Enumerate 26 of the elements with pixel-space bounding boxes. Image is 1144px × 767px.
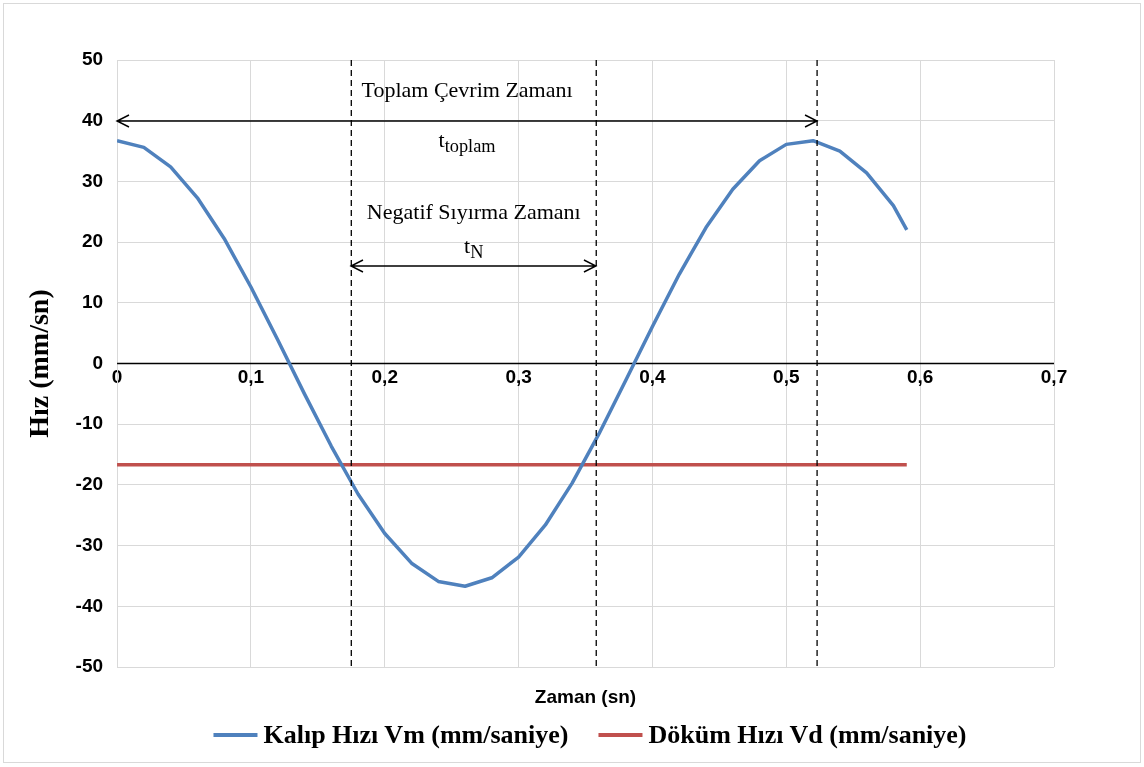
y-tick-label: -40 [75, 594, 104, 616]
y-tick-label: -50 [75, 655, 104, 677]
y-tick-label: 40 [81, 108, 104, 130]
y-tick-label: -30 [75, 533, 104, 555]
annotation: t$_{N}$ [464, 232, 484, 264]
y-tick-label: 20 [81, 230, 104, 252]
y-tick-label: 50 [81, 48, 104, 70]
x-axis-title: Zaman (sn) [534, 686, 637, 708]
x-tick-label: 0,1 [237, 366, 265, 388]
y-tick-label: 30 [81, 169, 104, 191]
y-tick-label: -20 [75, 473, 104, 495]
y-tick-label: 10 [81, 291, 104, 313]
y-axis-title: Hız (mm/sn) [23, 289, 55, 438]
legend-label: Döküm Hızı Vd (mm/saniye) [648, 720, 967, 750]
x-tick-label: 0,5 [773, 366, 800, 388]
annotation: Negatif Sıyırma Zamanı [366, 198, 581, 225]
x-tick-label: 0,3 [505, 366, 532, 388]
legend-label: Kalıp Hızı Vm (mm/saniye) [263, 720, 569, 750]
x-tick-label: 0,2 [371, 366, 398, 388]
y-tick-label: 0 [92, 351, 104, 373]
y-tick-label: -10 [75, 412, 104, 434]
annotation: Toplam Çevrim Zamanı [361, 77, 573, 104]
annotation: t$_{toplam}$ [438, 126, 496, 158]
x-tick-label: 0,4 [639, 366, 667, 388]
x-tick-label: 0,6 [906, 366, 934, 388]
x-tick-label: 0,7 [1040, 366, 1068, 388]
